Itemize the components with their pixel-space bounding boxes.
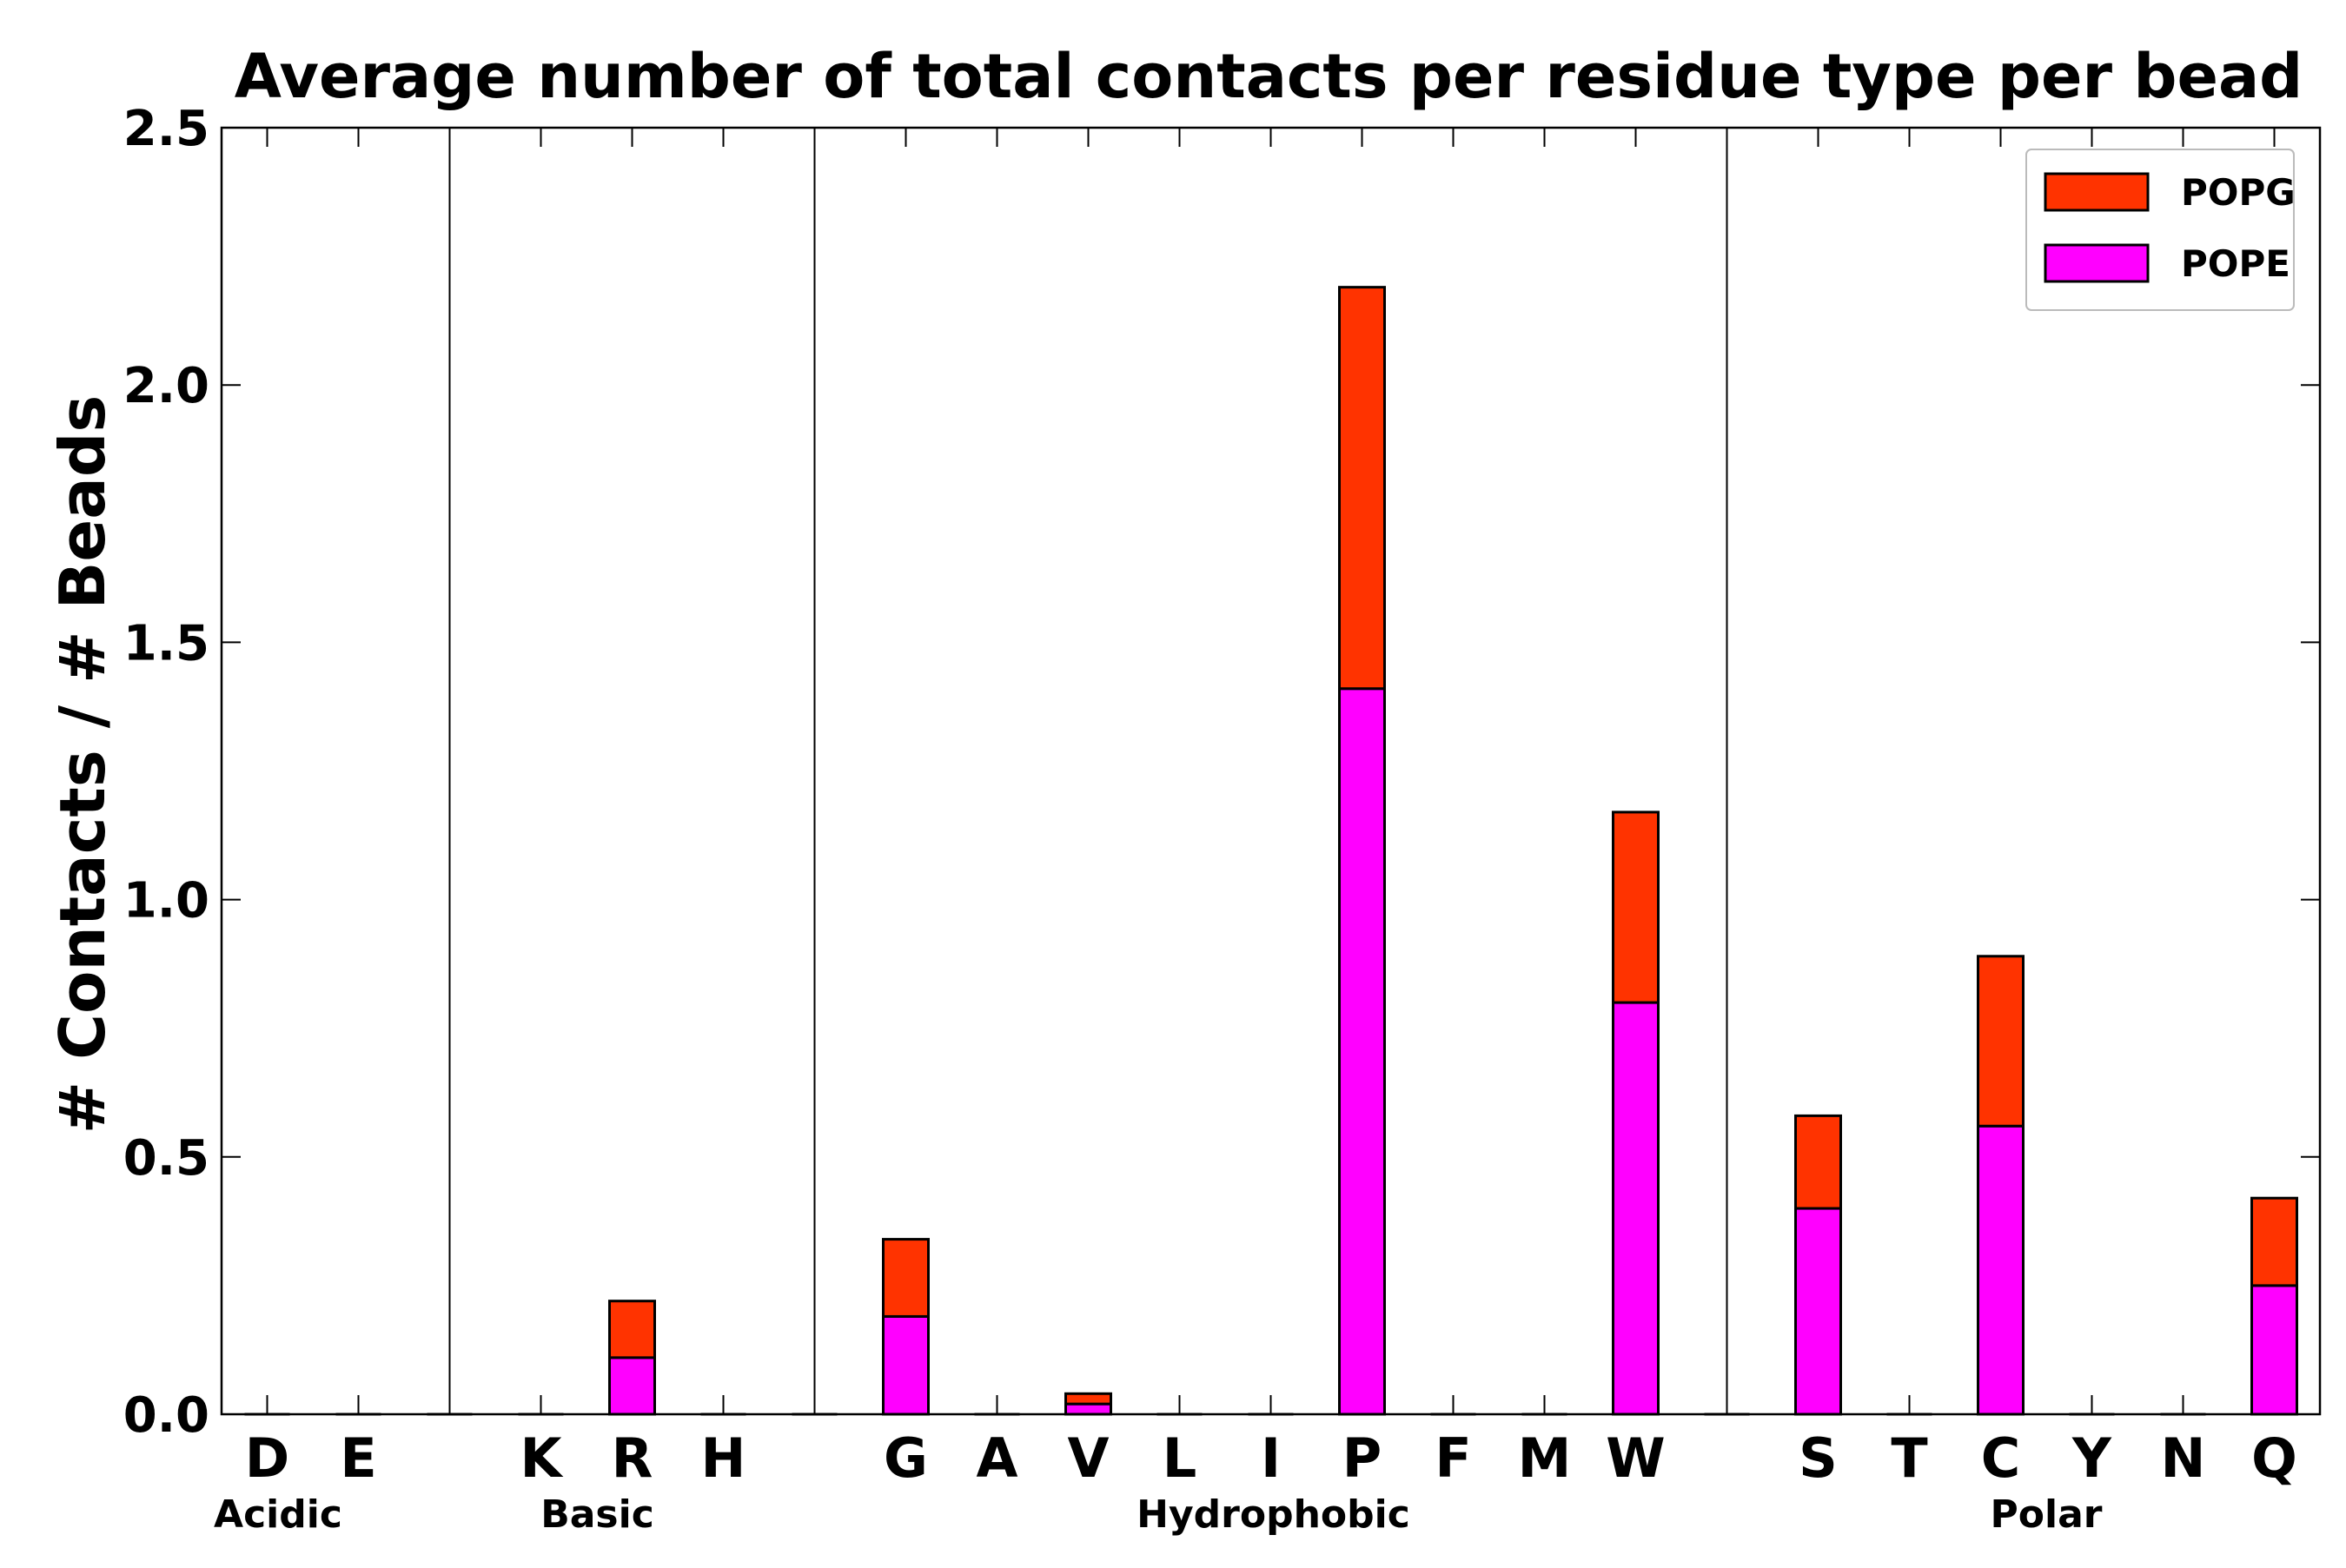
legend-label-pope: POPE <box>2181 242 2290 285</box>
x-tick-label: N <box>2161 1426 2206 1490</box>
bar-popg <box>1977 955 2025 1128</box>
y-tick-label: 1.0 <box>123 873 209 930</box>
bar-popg <box>2250 1196 2298 1287</box>
bar-popg <box>608 1300 656 1360</box>
x-tick-label: L <box>1163 1426 1197 1490</box>
bar-popg <box>882 1238 930 1318</box>
group-label: Acidic <box>214 1492 342 1537</box>
bar-popg <box>1064 1392 1112 1406</box>
x-tick-label: P <box>1342 1426 1382 1490</box>
y-tick-label: 0.5 <box>123 1130 209 1187</box>
plot-area: 0.0 0.5 1.0 1.5 2.0 2.5 D E K R H G A V L I P F M W S T C Y N Q Ac… <box>123 101 2322 1537</box>
y-tick-label: 2.5 <box>123 101 209 157</box>
bar-pope <box>1338 687 1386 1416</box>
bar-popg <box>1612 810 1660 1004</box>
chart-title: Average number of total contacts per res… <box>235 41 2303 112</box>
y-axis-label: # Contacts / # Beads <box>46 395 119 1134</box>
x-tick-label: Q <box>2251 1426 2297 1490</box>
x-tick-label: M <box>1518 1426 1572 1490</box>
x-tick-label: G <box>884 1426 928 1490</box>
group-label: Polar <box>1991 1492 2103 1537</box>
legend-swatch-pope <box>2044 243 2150 283</box>
legend-label-popg: POPG <box>2181 171 2296 214</box>
x-tick-label: V <box>1068 1426 1110 1490</box>
y-tick-label: 1.5 <box>123 615 209 672</box>
bar-pope <box>882 1314 930 1416</box>
y-tick-label: 0.0 <box>123 1387 209 1444</box>
y-tick-label: 2.0 <box>123 358 209 414</box>
x-tick-label: H <box>701 1426 746 1490</box>
x-tick-label: I <box>1261 1426 1281 1490</box>
bar-pope <box>1794 1207 1842 1416</box>
group-label: Hydrophobic <box>1137 1492 1410 1537</box>
x-tick-label: F <box>1435 1426 1471 1490</box>
bar-popg <box>1794 1114 1842 1210</box>
bar-pope <box>608 1356 656 1416</box>
bar-pope <box>1064 1402 1112 1416</box>
x-tick-label: T <box>1891 1426 1927 1490</box>
bar-pope <box>1612 1001 1660 1416</box>
x-tick-label: C <box>1981 1426 2021 1490</box>
x-tick-label: A <box>977 1426 1018 1490</box>
legend-swatch-popg <box>2044 172 2150 212</box>
x-tick-label: S <box>1799 1426 1838 1490</box>
group-label: Basic <box>540 1492 654 1537</box>
x-tick-label: R <box>612 1426 653 1490</box>
x-tick-label: Y <box>2071 1426 2112 1490</box>
x-tick-label: E <box>340 1426 376 1490</box>
x-tick-label: K <box>520 1426 563 1490</box>
bar-pope <box>2250 1284 2298 1416</box>
bar-popg <box>1338 286 1386 691</box>
bar-pope <box>1977 1124 2025 1416</box>
legend: POPG POPE <box>2025 149 2296 311</box>
x-tick-label: D <box>245 1426 289 1490</box>
x-tick-label: W <box>1606 1426 1665 1490</box>
